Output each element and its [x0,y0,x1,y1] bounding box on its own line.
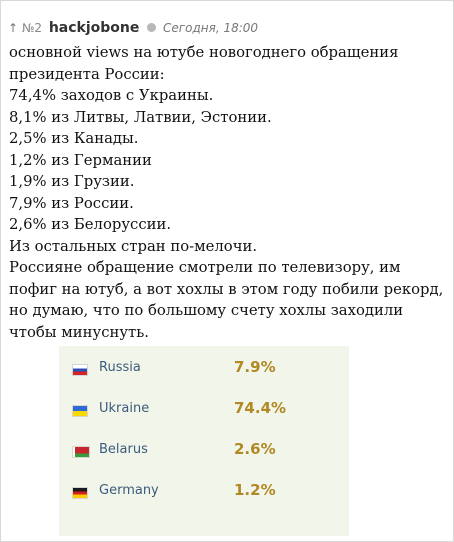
up-arrow-icon[interactable]: ↑ [8,21,19,35]
comment-line: 1,2% из Германии [9,151,152,169]
ukraine-flag-icon [73,406,87,416]
stat-country: Ukraine [99,401,150,416]
comment-line: 8,1% из Литвы, Латвии, Эстонии. [9,108,272,126]
comment-line: президента России: [9,65,165,83]
username-link[interactable]: hackjobone [48,20,140,36]
comment-time: Сегодня, 18:00 [163,21,259,35]
comment-line: 2,6% из Белоруссии. [9,216,172,233]
stat-percent: 1.2% [234,481,276,499]
comment-header: ↑ №2 hackjobone Сегодня, 18:00 [8,20,258,36]
comment-line: 7,9% из России. [9,194,134,212]
stat-row-ukraine: Ukraine 74.4% [59,391,349,432]
stat-row-belarus: Belarus 2.6% [59,432,349,473]
comment-body: основной views на ютубе новогоднего обра… [9,42,447,343]
stat-country: Belarus [99,442,148,457]
comment-line: основной views на ютубе новогоднего обра… [9,44,399,61]
status-dot-icon [147,23,157,32]
stat-percent: 74.4% [234,399,287,417]
comment-number[interactable]: №2 [21,21,43,35]
stat-country: Russia [99,360,141,375]
stat-percent: 2.6% [234,440,276,458]
stat-country: Germany [99,483,159,498]
stat-row-germany: Germany 1.2% [59,473,349,514]
belarus-flag-icon [73,447,89,457]
germany-flag-icon [73,488,87,498]
stat-percent: 7.9% [234,358,276,376]
comment-line: 74,4% заходов с Украины. [9,87,214,104]
russia-flag-icon [73,365,87,375]
comment-line: Из остальных стран по-мелочи. [9,237,258,255]
country-stats-table: Russia 7.9% Ukraine 74.4% Belarus 2.6% G… [59,346,349,536]
stat-row-russia: Russia 7.9% [59,350,349,391]
comment-line: 1,9% из Грузии. [9,173,135,190]
comment-line: 2,5% из Канады. [9,130,139,147]
comment-paragraph: Россияне обращение смотрели по телевизор… [9,259,444,341]
